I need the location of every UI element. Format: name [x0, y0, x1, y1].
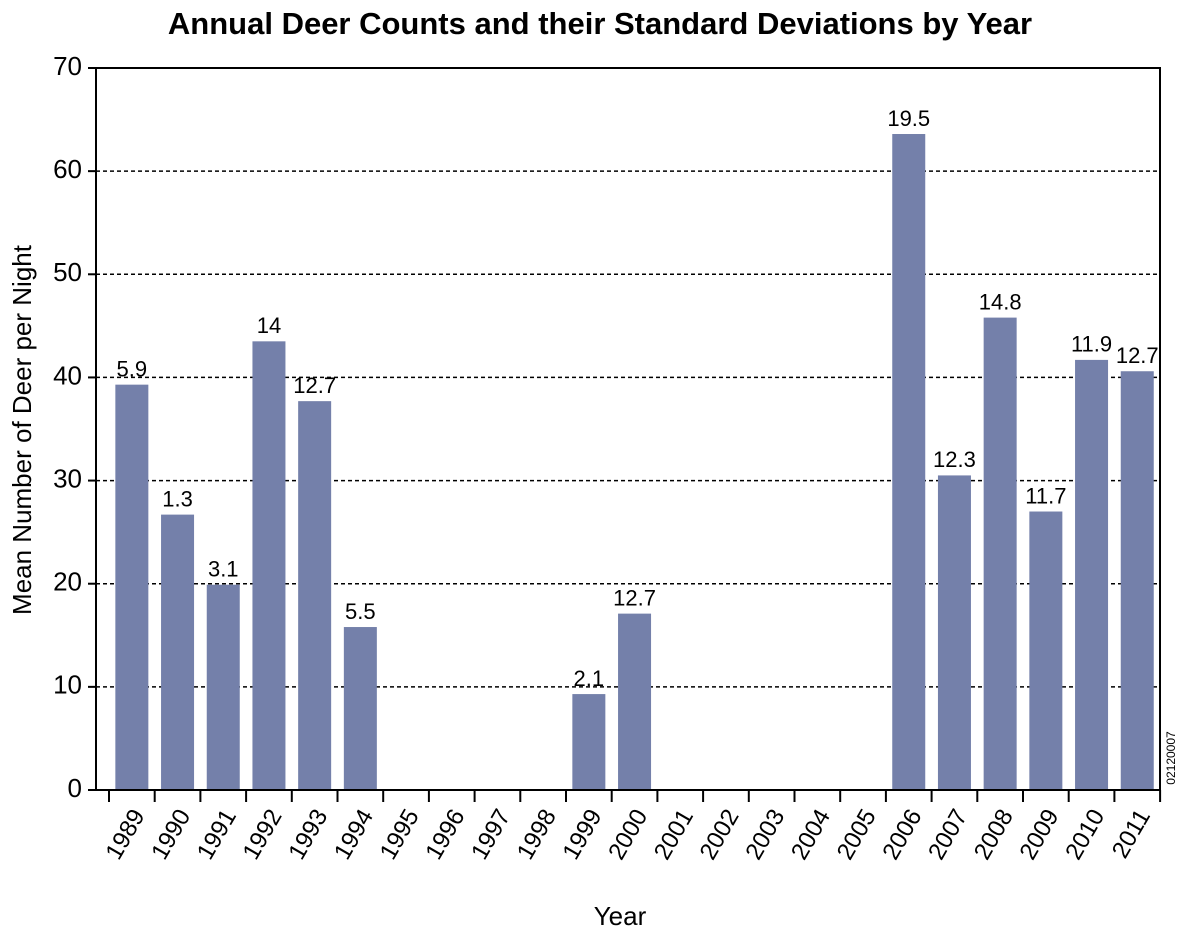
bar: [1120, 371, 1154, 790]
x-tick-label: 2010: [1060, 805, 1110, 865]
y-tick-label: 40: [53, 360, 82, 390]
sd-label: 2.1: [574, 666, 605, 691]
x-tick-label: 1989: [100, 805, 150, 865]
chart-title: Annual Deer Counts and their Standard De…: [168, 6, 1032, 41]
x-tick-label: 2007: [923, 805, 973, 865]
y-tick-label: 10: [53, 670, 82, 700]
sd-label: 19.5: [887, 106, 930, 131]
sd-label: 11.9: [1071, 332, 1112, 357]
sd-label: 12.3: [933, 447, 976, 472]
x-tick-label: 1996: [420, 805, 470, 865]
bar: [115, 384, 149, 790]
sd-label: 5.5: [345, 599, 376, 624]
x-tick-label: 1990: [146, 805, 196, 865]
sd-label: 1.3: [162, 486, 193, 511]
x-tick-label: 2000: [603, 805, 653, 865]
bar: [983, 317, 1017, 790]
x-axis-label: Year: [594, 901, 647, 931]
bar: [618, 613, 652, 790]
x-tick-label: 1992: [238, 805, 288, 865]
x-tick-label: 1999: [557, 805, 607, 865]
x-tick-label: 2001: [649, 805, 699, 865]
y-tick-label: 20: [53, 567, 82, 597]
figure-id: 02120007: [1164, 731, 1178, 785]
sd-label: 14: [257, 313, 281, 338]
bar: [892, 134, 926, 791]
y-tick-label: 70: [53, 51, 82, 81]
bar: [1075, 359, 1109, 790]
x-tick-label: 1995: [375, 805, 425, 865]
bar: [298, 401, 332, 790]
x-tick-label: 2011: [1107, 805, 1156, 863]
x-tick-label: 1997: [466, 805, 516, 865]
sd-label: 3.1: [208, 557, 239, 582]
bar: [1029, 511, 1063, 790]
x-tick-label: 2009: [1014, 805, 1064, 865]
sd-label: 5.9: [117, 356, 148, 381]
x-tick-label: 1991: [192, 805, 242, 865]
x-tick-label: 2004: [786, 805, 836, 865]
y-tick-label: 50: [53, 257, 82, 287]
bar: [161, 514, 195, 790]
sd-label: 14.8: [979, 289, 1022, 314]
x-tick-label: 2003: [740, 805, 790, 865]
bar: [572, 694, 606, 790]
x-tick-label: 2002: [695, 805, 745, 865]
y-tick-label: 60: [53, 154, 82, 184]
x-tick-label: 1993: [283, 805, 333, 865]
x-tick-label: 1994: [329, 805, 379, 865]
bar: [937, 475, 971, 790]
sd-label: 12.7: [613, 585, 656, 610]
sd-label: 11.7: [1025, 483, 1066, 508]
y-axis-label: Mean Number of Deer per Night: [7, 244, 37, 615]
y-tick-label: 0: [68, 773, 82, 803]
bar: [206, 584, 240, 790]
bar: [252, 341, 286, 790]
x-tick-label: 2008: [969, 805, 1019, 865]
x-tick-label: 2005: [832, 805, 882, 865]
sd-label: 12.7: [1116, 343, 1159, 368]
y-tick-label: 30: [53, 463, 82, 493]
plot-frame: [95, 67, 1161, 791]
bar: [343, 627, 377, 790]
sd-label: 12.7: [293, 373, 336, 398]
x-tick-label: 1998: [512, 805, 562, 865]
x-tick-label: 2006: [877, 805, 927, 865]
